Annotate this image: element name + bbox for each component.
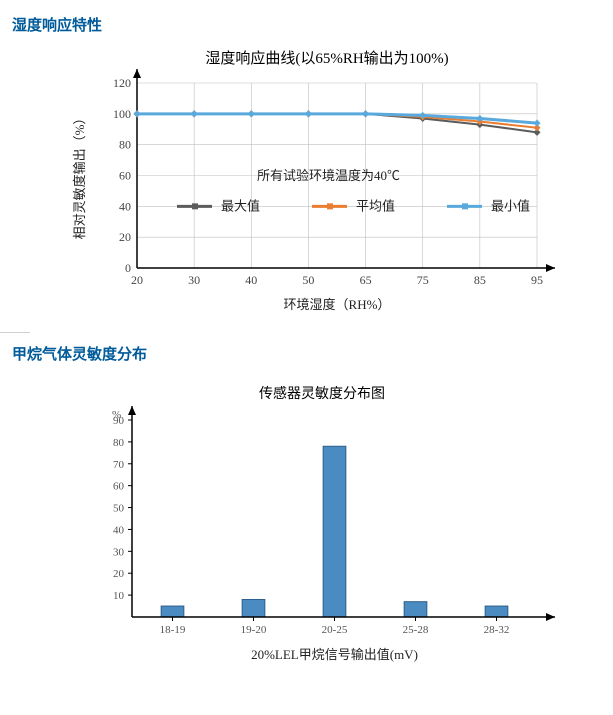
svg-text:60: 60 [113,481,125,493]
svg-text:120: 120 [113,76,131,90]
svg-text:28-32: 28-32 [484,624,510,636]
svg-text:60: 60 [119,169,131,183]
svg-text:80: 80 [113,437,125,449]
svg-text:传感器灵敏度分布图: 传感器灵敏度分布图 [259,385,385,402]
svg-text:20%LEL甲烷信号输出值(mV): 20%LEL甲烷信号输出值(mV) [251,647,418,662]
svg-text:40: 40 [113,524,125,536]
svg-text:70: 70 [113,459,125,471]
svg-text:30: 30 [113,546,125,558]
svg-text:50: 50 [113,503,125,515]
svg-text:65: 65 [360,273,372,287]
svg-text:20: 20 [119,230,131,244]
humidity-chart: 湿度响应曲线(以65%RH输出为100%)0204060801001202030… [62,43,562,318]
sensitivity-chart: 传感器灵敏度分布图10203040506070809018-1919-2020-… [62,382,562,672]
svg-text:20: 20 [131,273,143,287]
svg-text:100: 100 [113,107,131,121]
section2-heading: 甲烷气体灵敏度分布 [12,343,593,364]
svg-text:50: 50 [302,273,314,287]
svg-text:40: 40 [245,273,257,287]
svg-text:环境湿度（RH%）: 环境湿度（RH%） [284,297,391,312]
divider [0,332,30,333]
svg-text:所有试验环境温度为40℃: 所有试验环境温度为40℃ [257,168,400,183]
svg-text:湿度响应曲线(以65%RH输出为100%): 湿度响应曲线(以65%RH输出为100%) [205,49,448,67]
svg-text:最大值: 最大值 [221,198,260,213]
svg-text:平均值: 平均值 [356,198,395,213]
section1-heading: 湿度响应特性 [12,14,593,35]
svg-text:95: 95 [531,273,543,287]
svg-text:20: 20 [113,568,125,580]
svg-text:最小值: 最小值 [491,198,530,213]
sensitivity-chart-svg: 传感器灵敏度分布图10203040506070809018-1919-2020-… [62,382,562,667]
humidity-chart-svg: 湿度响应曲线(以65%RH输出为100%)0204060801001202030… [62,43,562,313]
svg-text:75: 75 [417,273,429,287]
svg-text:18-19: 18-19 [160,624,186,636]
svg-text:40: 40 [119,199,131,213]
svg-text:%: % [112,409,121,421]
svg-text:85: 85 [474,273,486,287]
svg-text:25-28: 25-28 [403,624,429,636]
svg-text:19-20: 19-20 [241,624,267,636]
svg-text:30: 30 [188,273,200,287]
svg-text:10: 10 [113,590,125,602]
svg-text:相对灵敏度输出（%）: 相对灵敏度输出（%） [72,112,87,240]
svg-text:80: 80 [119,138,131,152]
svg-text:20-25: 20-25 [322,624,348,636]
